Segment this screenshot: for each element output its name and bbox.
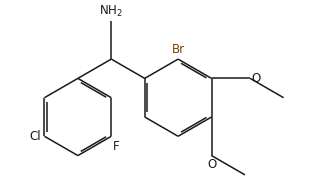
Text: O: O xyxy=(252,72,261,85)
Text: O: O xyxy=(207,158,216,171)
Text: NH$_2$: NH$_2$ xyxy=(99,3,123,19)
Text: Br: Br xyxy=(172,43,185,56)
Text: F: F xyxy=(113,140,120,153)
Text: Cl: Cl xyxy=(30,130,41,143)
